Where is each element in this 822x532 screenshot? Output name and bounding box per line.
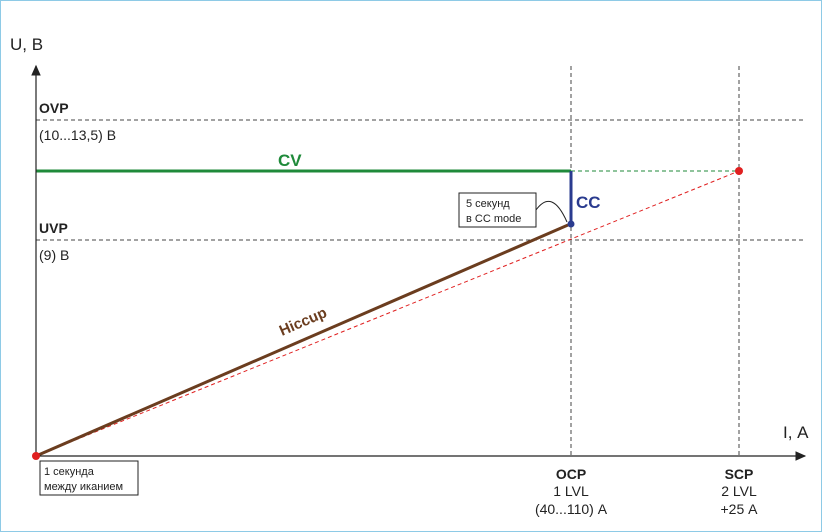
- scp-label: SCP: [725, 466, 754, 482]
- uvp-label: UVP: [39, 220, 68, 236]
- ocp-label: OCP: [556, 466, 586, 482]
- hiccup-note-line2: между иканием: [44, 481, 123, 493]
- load-line: [35, 170, 740, 457]
- cc-mode-note-box: [458, 192, 537, 228]
- cc-label: CC: [576, 193, 601, 212]
- ocp-range: (40...110) А: [535, 501, 608, 517]
- cc-mode-note-line2: в CC mode: [466, 213, 521, 225]
- hiccup-note-line1: 1 секунда: [44, 466, 95, 478]
- hiccup-line: [35, 223, 569, 458]
- scp-level: 2 LVL: [721, 483, 757, 499]
- cc-note-connector: [535, 200, 568, 223]
- uvp-range: (9) В: [39, 247, 69, 263]
- cc-mode-note-line1: 5 секунд: [466, 198, 510, 210]
- y-axis-label: U, В: [10, 35, 43, 54]
- ocp-level: 1 LVL: [553, 483, 589, 499]
- hiccup-note-box: [39, 460, 139, 496]
- origin-point: [32, 452, 40, 460]
- scp-point: [735, 167, 743, 175]
- hiccup-label: Hiccup: [277, 304, 330, 340]
- x-axis-label: I, А: [783, 423, 809, 442]
- ovp-label: OVP: [39, 100, 69, 116]
- ovp-range: (10...13,5) В: [39, 127, 116, 143]
- cc-end-point: [567, 220, 575, 228]
- scp-range: +25 А: [721, 501, 759, 517]
- cv-label: CV: [278, 151, 302, 170]
